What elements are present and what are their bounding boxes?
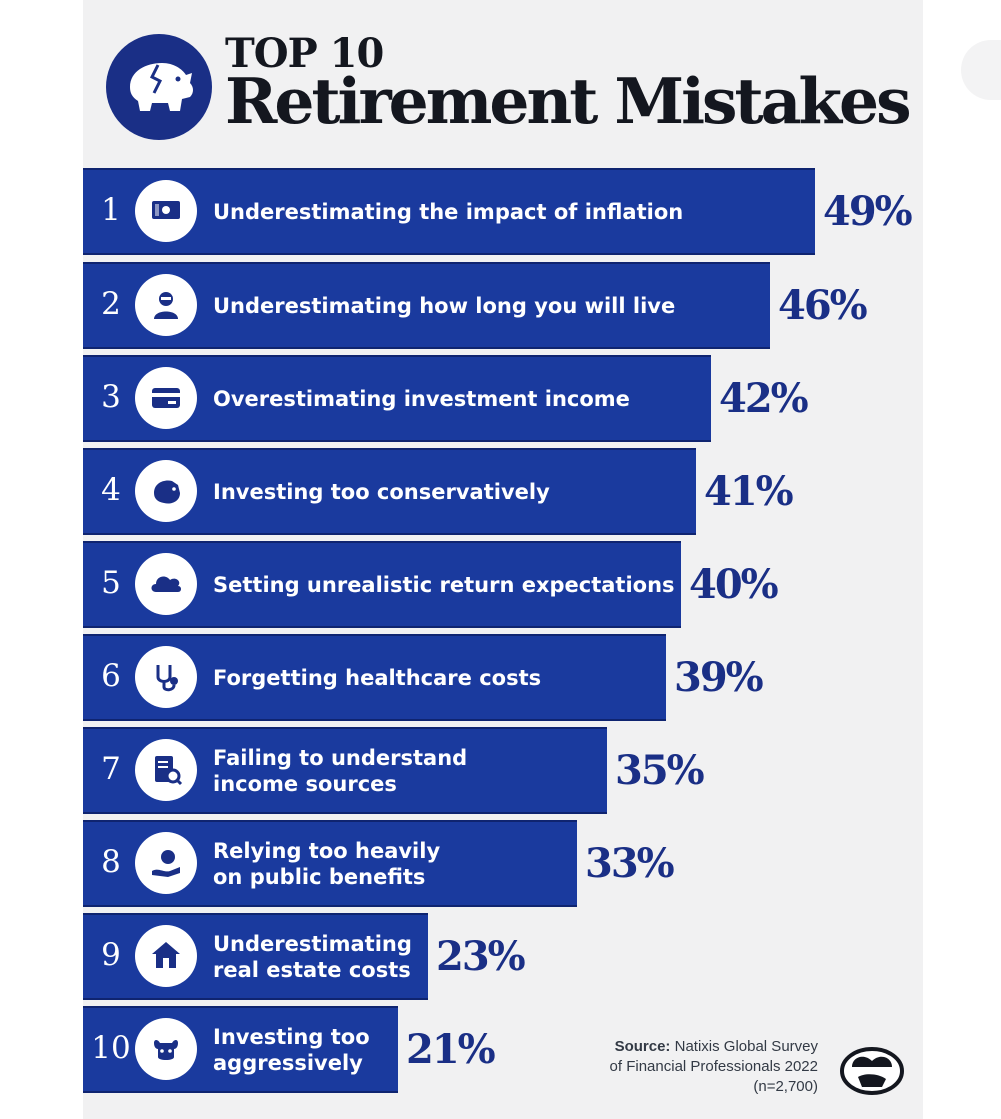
document-search-icon bbox=[135, 739, 197, 801]
value-label-9: 23% bbox=[436, 933, 526, 980]
bar-2 bbox=[83, 262, 770, 349]
bar-label-line: income sources bbox=[213, 771, 397, 796]
piggy-bank-logo-icon bbox=[840, 1047, 904, 1095]
value-label-4: 41% bbox=[704, 468, 794, 515]
rank-2: 2 bbox=[101, 286, 121, 322]
source-line2: of Financial Professionals 2022 bbox=[609, 1058, 818, 1075]
value-label-10: 21% bbox=[406, 1026, 496, 1073]
value-label-8: 33% bbox=[585, 840, 675, 887]
bar-label-line: Setting unrealistic return expectations bbox=[213, 572, 675, 597]
source-note: Source: Natixis Global Survey of Financi… bbox=[610, 1037, 818, 1097]
broken-piggy-bank-icon bbox=[106, 34, 212, 140]
bar-label-line: Failing to understand bbox=[213, 745, 468, 770]
bar-label-9: Underestimating real estate costs bbox=[213, 931, 412, 983]
bar-label-8: Relying too heavily on public benefits bbox=[213, 838, 440, 890]
rank-10: 10 bbox=[91, 1030, 131, 1066]
bar-label-line: Forgetting healthcare costs bbox=[213, 665, 542, 690]
source-label: Source: bbox=[614, 1038, 671, 1055]
house-icon bbox=[135, 925, 197, 987]
rank-9: 9 bbox=[101, 937, 121, 973]
bear-icon bbox=[135, 460, 197, 522]
hand-coin-icon bbox=[135, 832, 197, 894]
rank-5: 5 bbox=[101, 565, 121, 601]
bar-label-6: Forgetting healthcare costs bbox=[213, 665, 541, 691]
bar-label-line: aggressively bbox=[213, 1050, 363, 1075]
rank-8: 8 bbox=[101, 844, 121, 880]
bar-label-3: Overestimating investment income bbox=[213, 386, 630, 412]
value-label-5: 40% bbox=[689, 561, 779, 608]
bar-label-line: Overestimating investment income bbox=[213, 386, 630, 411]
credit-card-icon bbox=[135, 367, 197, 429]
rank-3: 3 bbox=[101, 379, 121, 415]
source-line1: Natixis Global Survey bbox=[674, 1038, 818, 1055]
bar-label-line: Underestimating bbox=[213, 931, 412, 956]
bar-label-line: Relying too heavily bbox=[213, 838, 441, 863]
edge-decoration bbox=[961, 40, 1001, 100]
bar-label-line: Underestimating how long you will live bbox=[213, 293, 676, 318]
rank-1: 1 bbox=[101, 192, 121, 228]
rank-6: 6 bbox=[101, 658, 121, 694]
bar-1 bbox=[83, 168, 815, 255]
cloud-icon bbox=[135, 553, 197, 615]
bar-label-7: Failing to understand income sources bbox=[213, 745, 467, 797]
value-label-2: 46% bbox=[778, 282, 868, 329]
bar-label-10: Investing too aggressively bbox=[213, 1024, 370, 1076]
stethoscope-icon bbox=[135, 646, 197, 708]
bar-label-5: Setting unrealistic return expectations bbox=[213, 572, 675, 598]
bar-label-1: Underestimating the impact of inflation bbox=[213, 199, 683, 225]
elderly-person-icon bbox=[135, 274, 197, 336]
value-label-6: 39% bbox=[674, 654, 764, 701]
bar-label-2: Underestimating how long you will live bbox=[213, 293, 675, 319]
value-label-1: 49% bbox=[823, 188, 913, 235]
bar-label-line: Investing too conservatively bbox=[213, 479, 550, 504]
rank-7: 7 bbox=[101, 751, 121, 787]
cash-icon bbox=[135, 180, 197, 242]
bar-label-line: on public benefits bbox=[213, 864, 426, 889]
title-top: TOP 10 bbox=[225, 30, 384, 77]
bar-label-4: Investing too conservatively bbox=[213, 479, 550, 505]
page-title: Retirement Mistakes bbox=[225, 64, 912, 138]
value-label-3: 42% bbox=[719, 375, 809, 422]
bar-label-line: Underestimating the impact of inflation bbox=[213, 199, 684, 224]
bar-label-line: Investing too bbox=[213, 1024, 370, 1049]
bar-3 bbox=[83, 355, 711, 442]
source-line3: (n=2,700) bbox=[753, 1078, 818, 1095]
bull-icon bbox=[135, 1018, 197, 1080]
value-label-7: 35% bbox=[615, 747, 705, 794]
bar-label-line: real estate costs bbox=[213, 957, 411, 982]
rank-4: 4 bbox=[101, 472, 121, 508]
